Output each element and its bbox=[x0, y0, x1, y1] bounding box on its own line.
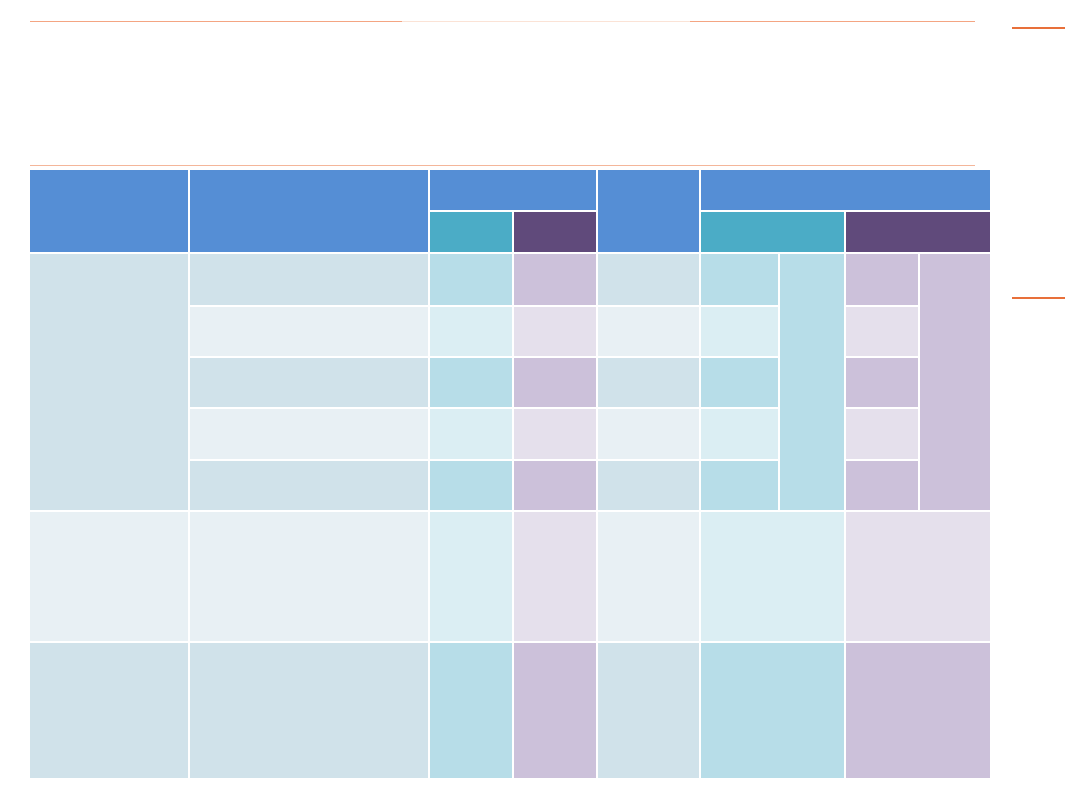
cell bbox=[780, 254, 844, 510]
header-cell bbox=[190, 170, 428, 252]
cell bbox=[846, 254, 918, 305]
cell bbox=[430, 461, 512, 510]
cell bbox=[30, 512, 188, 641]
cell bbox=[190, 409, 428, 459]
cell bbox=[598, 461, 699, 510]
cell bbox=[190, 643, 428, 778]
top-rule bbox=[402, 21, 690, 22]
cell bbox=[701, 461, 778, 510]
cell bbox=[430, 307, 512, 356]
header-cell bbox=[701, 170, 990, 210]
top-rule bbox=[30, 21, 402, 22]
cell bbox=[514, 512, 596, 641]
cell bbox=[846, 307, 918, 356]
cell bbox=[190, 512, 428, 641]
cell bbox=[30, 254, 188, 510]
header-cell bbox=[598, 170, 699, 252]
cell bbox=[846, 512, 990, 641]
cell bbox=[598, 512, 699, 641]
cell bbox=[430, 643, 512, 778]
header-cell bbox=[430, 212, 512, 252]
side-mark bbox=[1012, 297, 1065, 299]
cell bbox=[30, 643, 188, 778]
cell bbox=[598, 307, 699, 356]
cell bbox=[846, 461, 918, 510]
cell bbox=[430, 512, 512, 641]
top-rule bbox=[690, 21, 975, 22]
cell bbox=[430, 358, 512, 407]
cell bbox=[701, 254, 778, 305]
cell bbox=[598, 358, 699, 407]
cell bbox=[430, 254, 512, 305]
header-cell bbox=[846, 212, 990, 252]
cell bbox=[598, 643, 699, 778]
header-cell bbox=[30, 170, 188, 252]
cell bbox=[190, 307, 428, 356]
cell bbox=[514, 307, 596, 356]
cell bbox=[514, 358, 596, 407]
cell bbox=[514, 643, 596, 778]
cell bbox=[514, 409, 596, 459]
cell bbox=[190, 358, 428, 407]
cell bbox=[430, 409, 512, 459]
cell bbox=[514, 461, 596, 510]
cell bbox=[846, 409, 918, 459]
cell bbox=[190, 254, 428, 305]
cell bbox=[701, 358, 778, 407]
cell bbox=[190, 461, 428, 510]
cell bbox=[514, 254, 596, 305]
cell bbox=[701, 512, 844, 641]
cell bbox=[701, 409, 778, 459]
cell bbox=[598, 409, 699, 459]
cell bbox=[846, 643, 990, 778]
side-mark bbox=[1012, 27, 1065, 29]
cell bbox=[846, 358, 918, 407]
header-cell bbox=[514, 212, 596, 252]
cell bbox=[701, 307, 778, 356]
cell bbox=[701, 643, 844, 778]
header-cell bbox=[701, 212, 844, 252]
cell bbox=[598, 254, 699, 305]
cell bbox=[920, 254, 990, 510]
title-rule bbox=[30, 165, 975, 166]
header-cell bbox=[430, 170, 596, 210]
